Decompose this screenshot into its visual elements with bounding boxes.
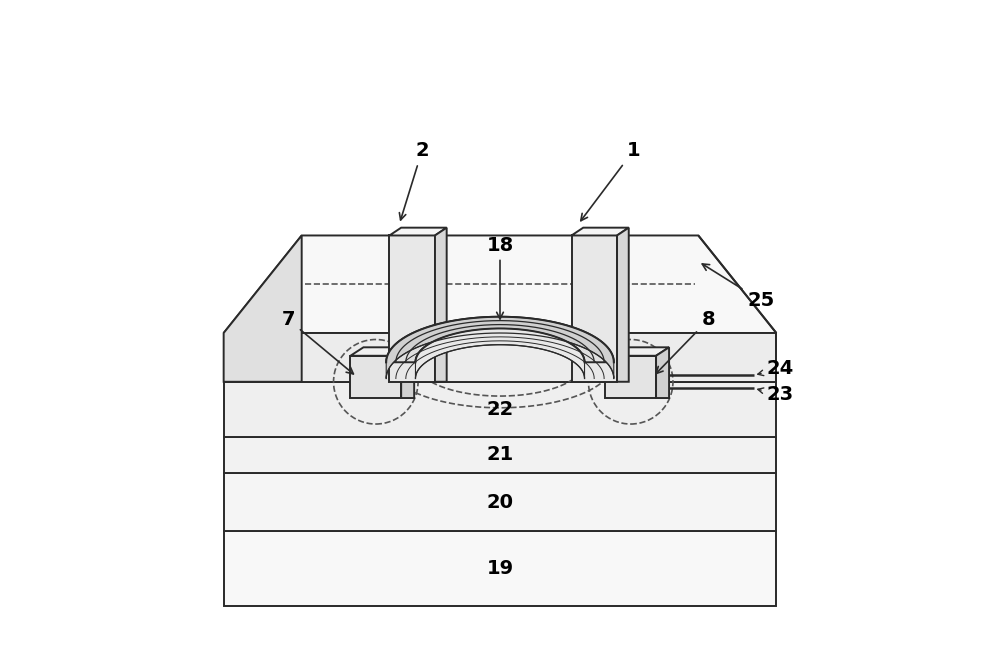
Text: 25: 25 xyxy=(702,264,774,310)
Polygon shape xyxy=(224,437,776,473)
Polygon shape xyxy=(224,236,302,382)
Polygon shape xyxy=(350,347,414,356)
Polygon shape xyxy=(389,236,435,382)
Polygon shape xyxy=(617,228,629,382)
Polygon shape xyxy=(224,333,776,382)
Text: 24: 24 xyxy=(758,359,794,378)
Polygon shape xyxy=(605,347,669,356)
Text: 21: 21 xyxy=(486,445,514,464)
Text: 20: 20 xyxy=(486,492,514,511)
Polygon shape xyxy=(350,356,401,398)
Polygon shape xyxy=(224,236,776,333)
Polygon shape xyxy=(386,317,614,379)
Polygon shape xyxy=(572,236,617,382)
Text: 18: 18 xyxy=(486,236,514,319)
Polygon shape xyxy=(572,228,629,236)
Polygon shape xyxy=(224,473,776,532)
Polygon shape xyxy=(656,347,669,398)
Text: 19: 19 xyxy=(486,559,514,578)
Text: 1: 1 xyxy=(581,142,640,221)
Polygon shape xyxy=(435,228,447,382)
Text: 8: 8 xyxy=(656,310,715,374)
Polygon shape xyxy=(401,347,414,398)
Polygon shape xyxy=(415,328,585,379)
Text: 22: 22 xyxy=(486,400,514,419)
Polygon shape xyxy=(389,228,447,236)
Text: 23: 23 xyxy=(758,385,794,404)
Polygon shape xyxy=(605,356,656,398)
Text: 7: 7 xyxy=(282,310,353,374)
Polygon shape xyxy=(386,317,614,362)
Polygon shape xyxy=(224,532,776,606)
Text: 2: 2 xyxy=(399,142,429,220)
Polygon shape xyxy=(224,382,776,437)
